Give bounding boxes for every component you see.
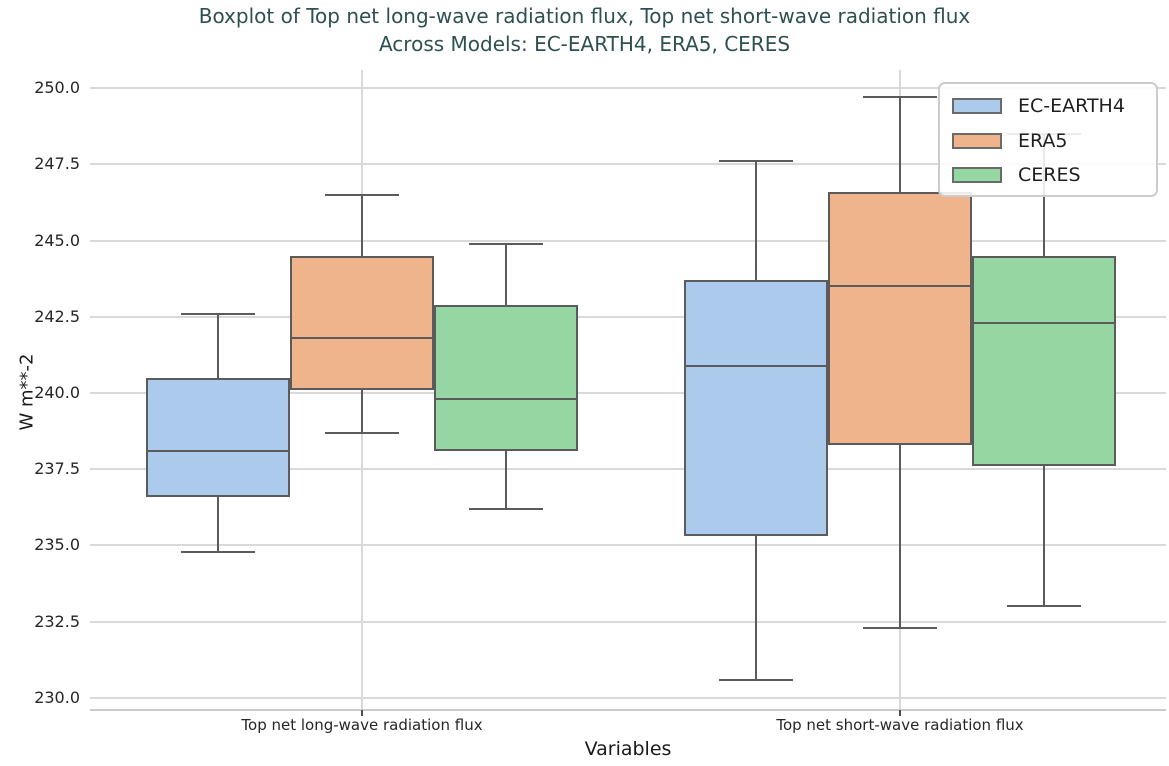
legend-swatch — [952, 98, 1002, 115]
h-gridline — [90, 392, 1166, 395]
legend-item: CERES — [952, 158, 1144, 193]
whisker-cap — [719, 160, 793, 163]
legend: EC-EARTH4 ERA5 CERES — [938, 82, 1158, 197]
chart-title: Boxplot of Top net long-wave radiation f… — [0, 2, 1169, 58]
median-line — [830, 285, 970, 288]
whisker-line — [361, 194, 363, 256]
chart-title-line2: Across Models: EC-EARTH4, ERA5, CERES — [378, 32, 791, 56]
x-tick-mark — [361, 710, 363, 716]
whisker-line — [361, 390, 363, 433]
box-EC-EARTH4 — [684, 280, 828, 537]
legend-label: ERA5 — [1018, 129, 1068, 152]
whisker-line — [899, 444, 901, 628]
legend-swatch — [952, 167, 1002, 184]
h-gridline — [90, 163, 1166, 166]
median-line — [436, 398, 576, 401]
whisker-cap — [469, 507, 543, 510]
whisker-cap — [469, 242, 543, 245]
median-line — [974, 321, 1114, 324]
box-CERES — [972, 255, 1116, 467]
y-tick-label: 242.5 — [34, 306, 80, 326]
whisker-cap — [1007, 605, 1081, 608]
y-tick-label: 245.0 — [34, 230, 80, 250]
whisker-line — [217, 313, 219, 378]
chart-title-line1: Boxplot of Top net long-wave radiation f… — [198, 4, 971, 28]
whisker-cap — [325, 193, 399, 196]
box-EC-EARTH4 — [146, 377, 290, 497]
whisker-line — [899, 97, 901, 192]
legend-item: EC-EARTH4 — [952, 89, 1144, 124]
y-tick-label: 240.0 — [34, 383, 80, 403]
legend-swatch — [952, 132, 1002, 149]
y-tick-label: 250.0 — [34, 78, 80, 98]
median-line — [686, 364, 826, 367]
whisker-cap — [181, 312, 255, 315]
h-gridline — [90, 315, 1166, 318]
x-axis-label: Variables — [584, 738, 672, 760]
y-tick-label: 230.0 — [34, 687, 80, 707]
y-tick-label: 235.0 — [34, 535, 80, 555]
h-gridline — [90, 239, 1166, 242]
x-tick-label: Top net long-wave radiation flux — [241, 716, 483, 734]
y-tick-label: 232.5 — [34, 611, 80, 631]
h-gridline — [90, 620, 1166, 623]
median-line — [148, 449, 288, 452]
x-axis-spine — [90, 709, 1166, 711]
h-gridline — [90, 468, 1166, 471]
whisker-line — [755, 536, 757, 680]
x-tick-mark — [899, 710, 901, 716]
h-gridline — [90, 87, 1166, 90]
legend-label: EC-EARTH4 — [1018, 95, 1125, 118]
x-tick-label: Top net short-wave radiation flux — [776, 716, 1024, 734]
whisker-line — [1043, 466, 1045, 607]
whisker-line — [755, 161, 757, 281]
legend-item: ERA5 — [952, 124, 1144, 159]
whisker-cap — [325, 431, 399, 434]
h-gridline — [90, 696, 1166, 699]
box-CERES — [434, 304, 578, 451]
h-gridline — [90, 544, 1166, 547]
whisker-cap — [863, 96, 937, 99]
plot-area — [90, 70, 1166, 711]
whisker-cap — [181, 550, 255, 553]
whisker-cap — [719, 678, 793, 681]
whisker-cap — [863, 626, 937, 629]
whisker-line — [217, 496, 219, 552]
median-line — [292, 337, 432, 340]
box-ERA5 — [290, 255, 434, 390]
y-tick-label: 247.5 — [34, 154, 80, 174]
y-tick-label: 237.5 — [34, 459, 80, 479]
box-ERA5 — [828, 191, 972, 445]
whisker-line — [505, 243, 507, 305]
whisker-line — [505, 450, 507, 509]
legend-label: CERES — [1018, 164, 1081, 187]
